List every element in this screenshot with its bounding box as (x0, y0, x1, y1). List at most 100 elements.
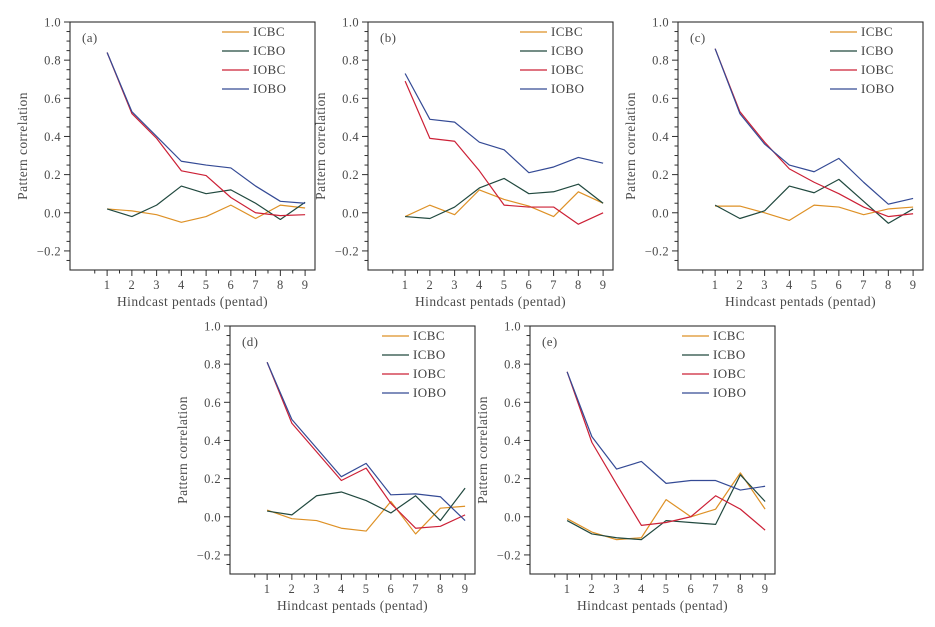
x-tick-label: 4 (338, 582, 345, 596)
series-line-iobc (566, 371, 766, 531)
series-line-icbo (566, 474, 766, 541)
x-tick-label: 3 (451, 278, 458, 292)
x-tick-label: 9 (600, 278, 607, 292)
y-tick-label: 0.4 (504, 434, 521, 448)
y-tick-label: 0.6 (204, 396, 221, 410)
series-line-iobo (106, 52, 306, 204)
y-axis-label: Pattern correlation (623, 92, 638, 200)
y-tick-label: 0.2 (44, 168, 61, 182)
x-tick-label: 5 (501, 278, 508, 292)
legend-label-icbo: ICBO (413, 347, 446, 362)
x-tick-label: 6 (526, 278, 533, 292)
y-axis-label: Pattern correlation (15, 92, 30, 200)
x-tick-label: 9 (302, 278, 309, 292)
panel-chart: 1.0 0.8 0.6 0.4 0.2 0.0 −0.2 1 2 3 4 5 6 7 8 9 Hindcast … (15, 16, 316, 309)
y-tick-label: 0.8 (504, 358, 521, 372)
series-line-icbo (267, 487, 466, 522)
panel-chart: 1.0 0.8 0.6 0.4 0.2 0.0 −0.2 1 2 3 4 5 6 7 8 9 Hindcast … (313, 16, 614, 309)
y-tick-label: 0.8 (204, 358, 221, 372)
plot-box (229, 325, 476, 575)
y-tick-label: 1.0 (204, 320, 221, 334)
x-axis-label: Hindcast pentads (pentad) (415, 294, 566, 309)
series-line-iobc (714, 48, 914, 218)
plot-box (529, 325, 776, 575)
x-tick-label: 7 (252, 278, 259, 292)
x-tick-label: 8 (575, 278, 582, 292)
y-tick-label: 1.0 (652, 16, 669, 30)
y-tick-label: 0.8 (652, 54, 669, 68)
legend-label-iobc: IOBC (551, 62, 584, 77)
y-tick-label: 1.0 (342, 16, 359, 30)
x-tick-label: 3 (613, 582, 620, 596)
series-line-iobo (404, 73, 604, 174)
series-line-icbo (405, 177, 604, 220)
x-tick-label: 5 (663, 582, 670, 596)
x-tick-label: 5 (203, 278, 210, 292)
legend-label-iobc: IOBC (713, 366, 746, 381)
x-tick-label: 1 (264, 582, 271, 596)
y-axis-label: Pattern correlation (475, 396, 490, 504)
panel-a: 1.0 0.8 0.6 0.4 0.2 0.0 −0.2 1 2 3 4 5 6 7 8 9 Hindcast … (10, 8, 322, 310)
y-tick-label: −0.2 (37, 244, 61, 258)
x-tick-label: 5 (811, 278, 818, 292)
x-tick-label: 7 (712, 582, 719, 596)
x-tick-label: 5 (363, 582, 370, 596)
x-tick-label: 2 (129, 278, 136, 292)
legend-label-icbc: ICBC (713, 328, 745, 343)
y-tick-label: 0.0 (652, 206, 669, 220)
series-line-icbo (714, 178, 914, 224)
x-tick-label: 4 (476, 278, 483, 292)
x-tick-label: 8 (885, 278, 892, 292)
series-line-icbc (715, 204, 914, 221)
panel-chart: 1.0 0.8 0.6 0.4 0.2 0.0 −0.2 1 2 3 4 5 6 7 8 9 Hindcast … (475, 320, 776, 613)
legend-label-icbc: ICBC (861, 24, 893, 39)
panel-chart: 1.0 0.8 0.6 0.4 0.2 0.0 −0.2 1 2 3 4 5 6 7 8 9 Hindcast … (623, 16, 924, 309)
series-line-icbc (266, 500, 466, 535)
legend-label-icbc: ICBC (253, 24, 285, 39)
legend-label-icbc: ICBC (551, 24, 583, 39)
x-tick-label: 9 (910, 278, 917, 292)
x-tick-label: 4 (786, 278, 793, 292)
panel-d: 1.0 0.8 0.6 0.4 0.2 0.0 −0.2 1 2 3 4 5 6 7 8 9 Hindcast … (170, 312, 482, 614)
series-line-iobo (266, 362, 466, 522)
y-tick-label: 0.6 (652, 92, 669, 106)
x-tick-label: 4 (638, 582, 645, 596)
x-tick-label: 2 (737, 278, 744, 292)
panel-c: 1.0 0.8 0.6 0.4 0.2 0.0 −0.2 1 2 3 4 5 6 7 8 9 Hindcast … (618, 8, 930, 310)
x-tick-label: 1 (402, 278, 409, 292)
x-tick-label: 6 (228, 278, 235, 292)
y-tick-label: 0.6 (342, 92, 359, 106)
y-tick-label: −0.2 (197, 548, 221, 562)
x-tick-label: 6 (836, 278, 843, 292)
y-tick-label: 1.0 (504, 320, 521, 334)
legend-label-iobc: IOBC (861, 62, 894, 77)
x-tick-label: 4 (178, 278, 185, 292)
legend-label-icbo: ICBO (551, 43, 584, 58)
x-tick-label: 3 (153, 278, 160, 292)
series-line-iobc (266, 362, 466, 529)
y-tick-label: −0.2 (645, 244, 669, 258)
y-tick-label: 0.4 (44, 130, 61, 144)
y-axis-label: Pattern correlation (175, 396, 190, 504)
y-tick-label: 0.0 (204, 510, 221, 524)
x-tick-label: 8 (737, 582, 744, 596)
series-line-iobo (714, 48, 914, 205)
y-tick-label: 0.8 (44, 54, 61, 68)
legend-label-iobo: IOBO (713, 385, 746, 400)
plot-box (69, 21, 316, 271)
x-tick-label: 6 (688, 582, 695, 596)
panel-letter: (a) (82, 30, 98, 45)
legend-label-icbc: ICBC (413, 328, 445, 343)
series-line-iobc (404, 80, 604, 225)
x-tick-label: 2 (289, 582, 296, 596)
y-tick-label: 0.4 (204, 434, 221, 448)
y-tick-label: 0.6 (44, 92, 61, 106)
x-tick-label: 6 (388, 582, 395, 596)
x-tick-label: 7 (550, 278, 557, 292)
y-tick-label: 0.0 (44, 206, 61, 220)
x-tick-label: 1 (712, 278, 719, 292)
x-tick-label: 3 (761, 278, 768, 292)
x-tick-label: 8 (437, 582, 444, 596)
x-tick-label: 8 (277, 278, 284, 292)
